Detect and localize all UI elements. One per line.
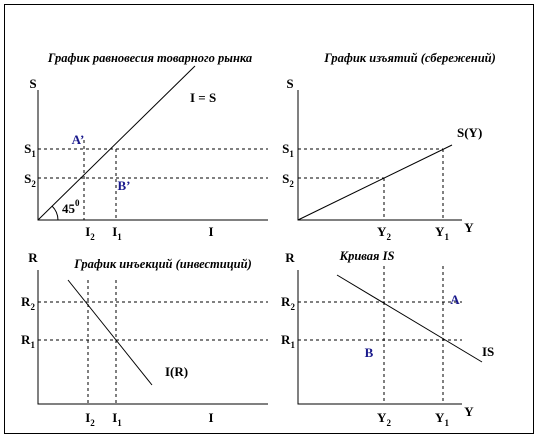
x-axis-label: I <box>208 410 213 425</box>
y-tick-label-base: S <box>282 171 289 186</box>
x-axis-label: Y <box>464 404 474 419</box>
curve <box>67 279 153 386</box>
panel-title: Кривая IS <box>339 249 395 263</box>
curve-label: IS <box>482 344 494 359</box>
panel-savings <box>297 90 462 221</box>
y-tick-label-base: S <box>24 171 31 186</box>
guide-lines <box>38 280 268 404</box>
x-tick-label-sub: 1 <box>444 418 449 428</box>
panel-investment <box>37 270 268 405</box>
x-tick-label-base: I <box>85 224 90 239</box>
angle-label-sup: 0 <box>75 198 80 208</box>
angle-label: 450 <box>62 198 80 216</box>
y-tick-label: S1 <box>24 141 36 159</box>
x-tick-label: I2 <box>85 410 95 428</box>
panel-goods-market <box>37 65 268 221</box>
y-tick-label-sub: 2 <box>30 302 35 312</box>
y-tick-label: R2 <box>21 294 35 312</box>
curve-label: I(R) <box>165 364 188 379</box>
x-tick-label: I1 <box>112 224 122 242</box>
y-tick-label-sub: 2 <box>289 179 294 189</box>
x-tick-label-base: I <box>112 224 117 239</box>
x-tick-label-base: I <box>85 410 90 425</box>
point-label: A’ <box>72 132 85 147</box>
x-tick-label: Y1 <box>435 410 449 428</box>
x-tick-label-base: Y <box>377 410 387 425</box>
x-tick-label: Y2 <box>377 410 391 428</box>
panel-title: График изъятий (сбережений) <box>323 51 496 65</box>
x-axis-label: I <box>208 224 213 239</box>
curve <box>297 144 453 221</box>
point-label: A <box>450 292 460 307</box>
y-tick-label: S2 <box>24 171 36 189</box>
y-tick-label-base: R <box>281 332 291 347</box>
x-tick-label: Y1 <box>435 224 449 242</box>
curve <box>336 274 483 363</box>
y-tick-label-sub: 1 <box>290 340 295 350</box>
axes <box>297 270 462 405</box>
x-tick-label-sub: 2 <box>90 418 95 428</box>
x-axis-label: Y <box>464 220 474 235</box>
guide-lines <box>298 148 444 220</box>
y-tick-label: R2 <box>281 294 295 312</box>
x-tick-label-sub: 1 <box>117 232 122 242</box>
y-tick-label-base: R <box>281 294 291 309</box>
axes <box>297 90 462 221</box>
curve-label: S(Y) <box>457 125 482 140</box>
x-tick-label-base: Y <box>435 410 445 425</box>
x-tick-label-sub: 2 <box>90 232 95 242</box>
point-label: B’ <box>118 178 131 193</box>
y-tick-label: S2 <box>282 171 294 189</box>
panel-title: График инъекций (инвестиций) <box>73 257 252 271</box>
y-tick-label-sub: 1 <box>289 149 294 159</box>
y-axis-label: S <box>29 76 36 91</box>
frame <box>4 4 534 434</box>
x-tick-label-base: Y <box>435 224 445 239</box>
y-tick-label: R1 <box>281 332 295 350</box>
curve <box>37 65 196 221</box>
x-tick-label: I1 <box>112 410 122 428</box>
x-tick-label: I2 <box>85 224 95 242</box>
x-tick-label-base: I <box>112 410 117 425</box>
panel-is-curve <box>297 266 483 405</box>
y-axis-label: S <box>286 76 293 91</box>
y-tick-label-base: R <box>21 332 31 347</box>
x-tick-label-sub: 2 <box>386 232 391 242</box>
y-tick-label-base: S <box>282 141 289 156</box>
y-tick-label: R1 <box>21 332 35 350</box>
angle-label-base: 45 <box>62 201 76 216</box>
x-tick-label-sub: 1 <box>444 232 449 242</box>
y-tick-label: S1 <box>282 141 294 159</box>
guide-lines <box>38 140 268 220</box>
axes <box>37 270 268 405</box>
y-tick-label-base: S <box>24 141 31 156</box>
y-tick-label-sub: 1 <box>31 149 36 159</box>
y-tick-label-sub: 2 <box>290 302 295 312</box>
y-tick-label-sub: 2 <box>31 179 36 189</box>
y-axis-label: R <box>285 250 295 265</box>
angle-arc <box>51 205 59 221</box>
x-tick-label-sub: 2 <box>386 418 391 428</box>
curve-label: I = S <box>190 90 216 105</box>
x-tick-label-base: Y <box>377 224 387 239</box>
y-axis-label: R <box>28 250 38 265</box>
y-tick-label-base: R <box>21 294 31 309</box>
point-label: B <box>365 345 374 360</box>
y-tick-label-sub: 1 <box>30 340 35 350</box>
panel-title: График равновесия товарного рынка <box>47 51 252 65</box>
x-tick-label: Y2 <box>377 224 391 242</box>
x-tick-label-sub: 1 <box>117 418 122 428</box>
